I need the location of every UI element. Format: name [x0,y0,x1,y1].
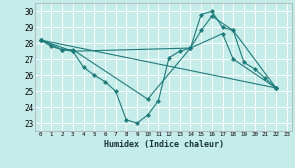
X-axis label: Humidex (Indice chaleur): Humidex (Indice chaleur) [104,140,224,149]
